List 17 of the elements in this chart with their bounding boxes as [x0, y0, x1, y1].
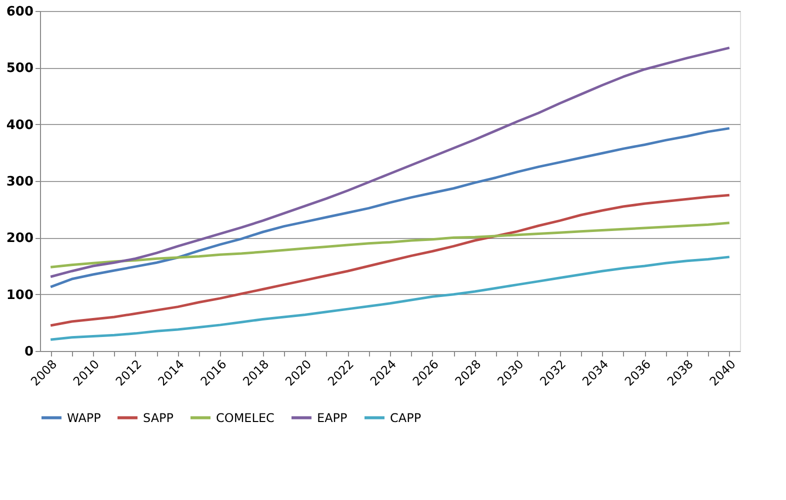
line-series — [49, 127, 731, 288]
legend-label: CAPP — [390, 410, 422, 425]
line-series — [49, 46, 731, 278]
line-series — [49, 194, 731, 327]
legend-label: COMELEC — [216, 410, 274, 425]
legend-label: EAPP — [317, 410, 348, 425]
legend-label: WAPP — [67, 410, 101, 425]
y-tick-label: 200 — [6, 231, 34, 246]
y-tick-label: 100 — [6, 288, 34, 303]
y-tick-label: 500 — [6, 61, 34, 76]
y-tick-label: 300 — [6, 174, 34, 190]
legend-label: SAPP — [143, 410, 174, 425]
y-tick-label: 600 — [6, 4, 34, 20]
line-series — [49, 222, 731, 268]
y-tick-label: 400 — [6, 118, 34, 133]
y-tick-label: 0 — [24, 344, 34, 360]
line-series — [49, 256, 731, 341]
